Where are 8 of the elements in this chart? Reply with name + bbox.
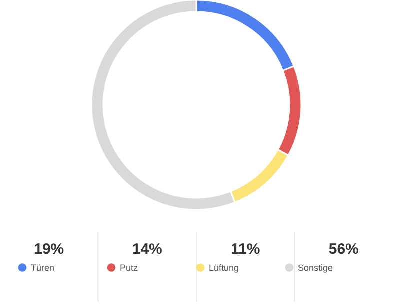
legend-label: Putz (120, 262, 139, 273)
data-label: 56% (328, 241, 359, 258)
data-label: 11% (231, 241, 260, 258)
data-label: 19% (34, 241, 64, 258)
legend-label: Sonstige (298, 262, 334, 273)
legend-label: Lüftung (209, 262, 240, 273)
legend-label: Türen (31, 262, 55, 273)
data-label: 14% (132, 241, 162, 258)
